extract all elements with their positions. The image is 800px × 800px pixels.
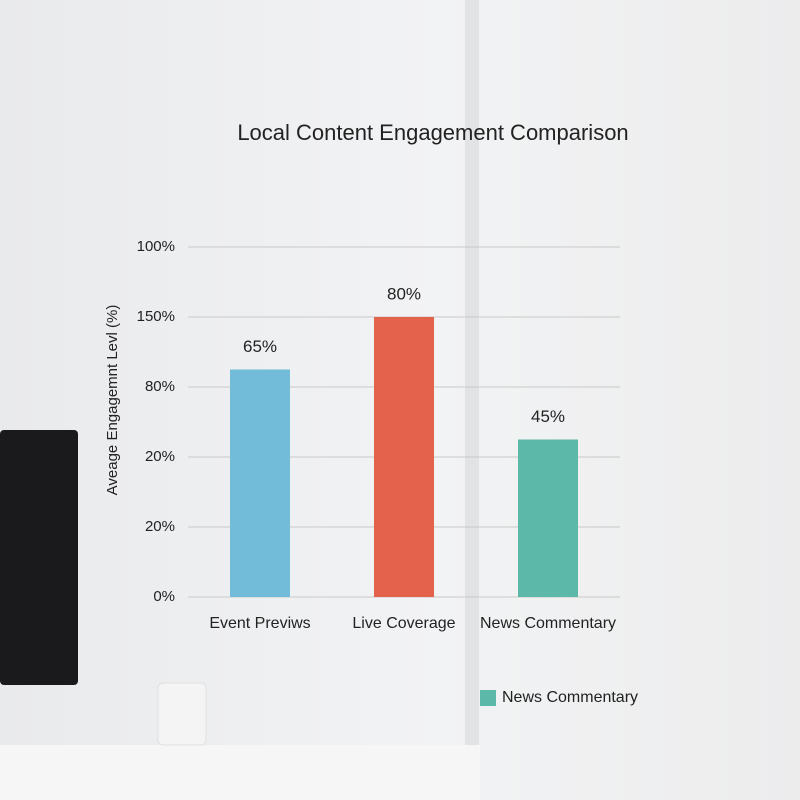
monitor — [0, 430, 78, 685]
bar — [374, 317, 434, 597]
y-tick-label: 20% — [145, 448, 175, 465]
y-tick-label: 20% — [145, 518, 175, 535]
chart-title: Local Content Engagement Comparison — [237, 120, 628, 145]
pen-cup — [157, 682, 207, 746]
y-axis-label: Aveage Engagemnt Levl (%) — [104, 305, 121, 496]
data-label: 80% — [387, 284, 421, 303]
y-tick-label: 100% — [137, 238, 175, 255]
y-tick-label: 80% — [145, 378, 175, 395]
x-tick-label: Event Previws — [209, 615, 310, 632]
x-tick-label: News Commentary — [480, 615, 616, 632]
data-label: 65% — [243, 337, 277, 356]
y-tick-label: 150% — [137, 308, 175, 325]
glass-edge — [465, 0, 479, 800]
x-tick-label: Live Coverage — [352, 615, 455, 632]
legend-swatch — [480, 690, 496, 706]
data-label: 45% — [531, 407, 565, 426]
desk — [0, 745, 480, 800]
bar — [230, 369, 290, 597]
y-tick-label: 0% — [153, 588, 175, 605]
legend-label: News Commentary — [502, 689, 638, 706]
bar — [518, 439, 578, 597]
